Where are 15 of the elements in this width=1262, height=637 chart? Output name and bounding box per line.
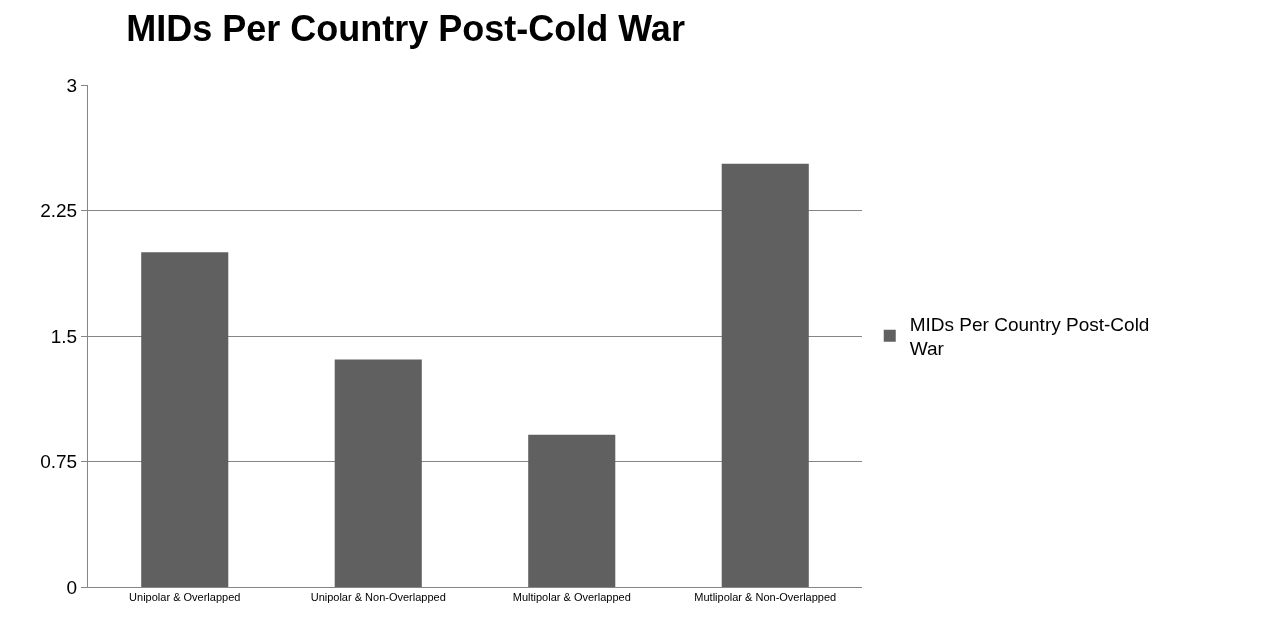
y-tick-label: 0.75 — [40, 451, 78, 473]
x-tick-label: Multipolar & Overlapped — [512, 591, 631, 604]
x-tick-label: Unipolar & Overlapped — [129, 591, 241, 604]
bar — [141, 252, 229, 587]
x-tick-label: Mutlipolar & Non-Overlapped — [694, 591, 837, 604]
bar — [528, 434, 616, 587]
x-tick-label: Unipolar & Non-Overlapped — [310, 591, 446, 604]
bar — [334, 359, 422, 587]
y-tick-label: 2.25 — [40, 200, 78, 222]
legend-label: MIDs Per Country Post-Cold War — [909, 313, 1150, 360]
y-tick-label: 0 — [66, 576, 78, 598]
chart-title: MIDs Per Country Post-Cold War — [126, 8, 685, 50]
y-tick-label: 1.5 — [50, 325, 78, 347]
bar — [721, 163, 809, 587]
y-tick-label: 3 — [66, 74, 78, 96]
